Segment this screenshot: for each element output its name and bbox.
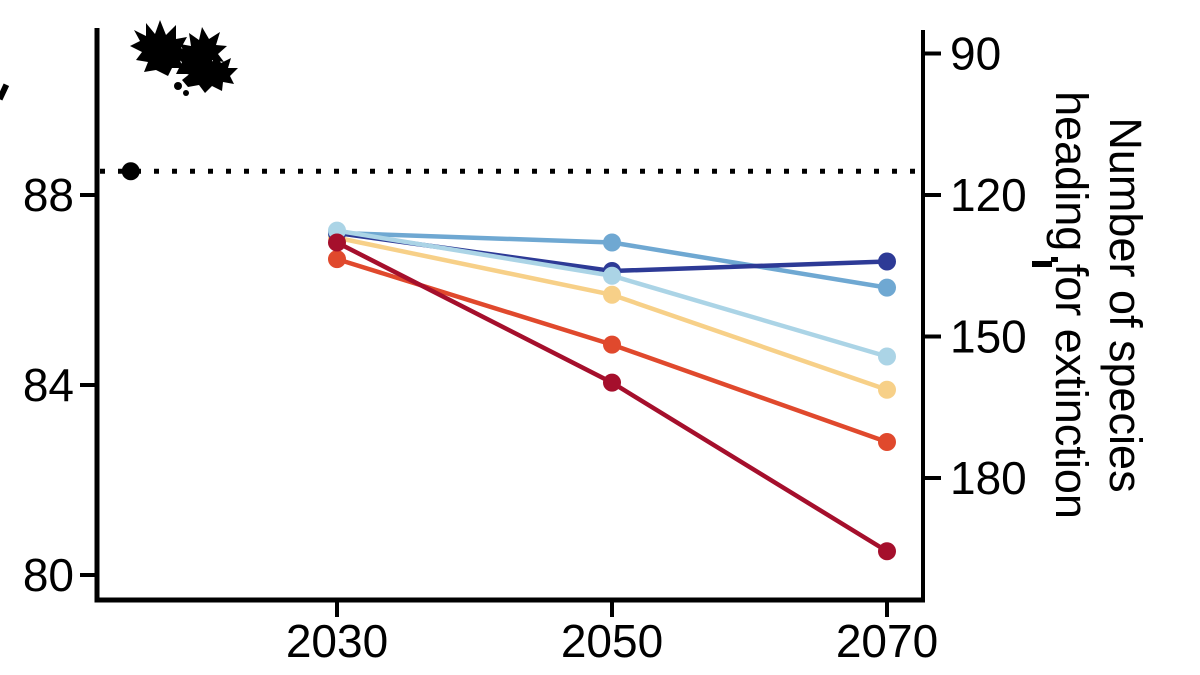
data-point <box>603 266 621 285</box>
stray-dash-artifact <box>0 83 1058 267</box>
series-dark-red-scenario <box>328 233 896 561</box>
data-point <box>878 278 896 297</box>
x-tick-label: 2050 <box>561 615 663 667</box>
series-group <box>328 221 896 561</box>
data-point <box>603 285 621 304</box>
right-tick-label: 90 <box>950 28 1001 80</box>
series-line <box>336 235 888 392</box>
series-pale-yellow-scenario <box>328 228 896 399</box>
data-point <box>878 433 896 451</box>
data-point <box>328 233 346 252</box>
data-point <box>603 335 621 354</box>
x-tick-label: 2070 <box>836 615 938 667</box>
right-tick-label: 120 <box>950 169 1027 221</box>
right-axis-title-line1: Number of species <box>1100 117 1151 493</box>
axes <box>94 28 925 603</box>
right-axis-title-line2: heading for extinction <box>1046 91 1097 519</box>
data-point <box>603 233 621 252</box>
right-axis-title: Number of species heading for extinction <box>1044 10 1152 600</box>
left-tick-label: 80 <box>23 549 74 601</box>
baseline-point <box>121 162 140 181</box>
reference-line-group <box>100 162 921 181</box>
oak-leaves-icon <box>130 20 238 96</box>
tick-group: 88 84 80 90 120 150 180 2030 2050 2070 <box>23 28 1027 668</box>
left-tick-label: 88 <box>23 169 74 221</box>
right-tick-label: 180 <box>950 452 1027 504</box>
data-point <box>603 373 621 392</box>
series-steel-blue-scenario <box>328 224 896 297</box>
data-point <box>878 380 896 399</box>
data-point <box>878 542 896 561</box>
x-tick-label: 2030 <box>286 615 388 667</box>
data-point <box>328 250 346 269</box>
data-point <box>878 347 896 366</box>
data-point <box>878 252 896 271</box>
right-tick-label: 150 <box>950 311 1027 363</box>
left-tick-label: 84 <box>23 359 74 411</box>
